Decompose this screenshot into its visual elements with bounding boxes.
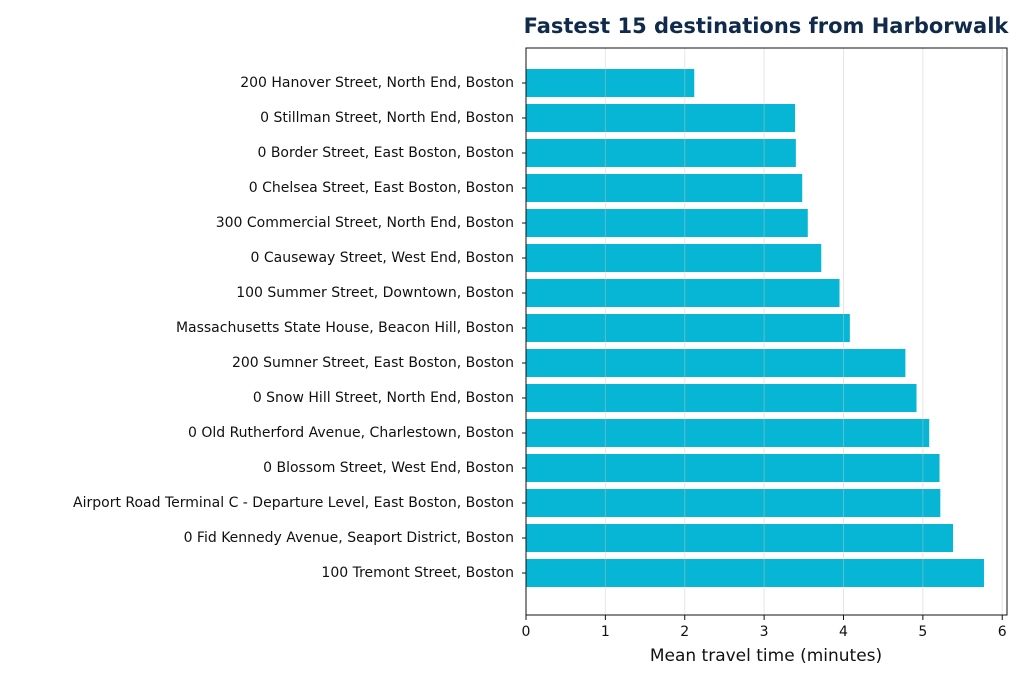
bar	[526, 209, 808, 237]
y-tick-label: Massachusetts State House, Beacon Hill, …	[176, 320, 514, 336]
bar	[526, 524, 954, 552]
y-tick-label: 0 Border Street, East Boston, Boston	[257, 145, 514, 161]
y-tick-label: 200 Hanover Street, North End, Boston	[240, 75, 514, 91]
bar	[526, 454, 940, 482]
x-tick-label: 3	[760, 624, 769, 640]
plot-frame	[525, 47, 1008, 616]
y-tick-label: 0 Fid Kennedy Avenue, Seaport District, …	[184, 530, 514, 546]
x-tick-label: 6	[998, 624, 1007, 640]
y-tick-label: 300 Commercial Street, North End, Boston	[216, 215, 514, 231]
x-axis-label: Mean travel time (minutes)	[650, 646, 882, 666]
bar	[526, 489, 941, 517]
x-tick-label: 5	[918, 624, 927, 640]
y-tick-label: 0 Blossom Street, West End, Boston	[263, 460, 514, 476]
x-tick-label: 4	[839, 624, 848, 640]
y-tick-label: 100 Summer Street, Downtown, Boston	[236, 285, 514, 301]
bar	[526, 559, 984, 587]
bar	[526, 139, 796, 167]
bar	[526, 349, 906, 377]
bar	[526, 279, 840, 307]
y-tick-label: 0 Chelsea Street, East Boston, Boston	[249, 180, 514, 196]
y-tick-label: 100 Tremont Street, Boston	[321, 565, 514, 581]
bar	[526, 384, 917, 412]
y-tick-label: 0 Snow Hill Street, North End, Boston	[253, 390, 514, 406]
y-tick-label: 0 Stillman Street, North End, Boston	[260, 110, 514, 126]
x-tick-label: 1	[601, 624, 610, 640]
bar	[526, 69, 695, 97]
bar	[526, 174, 803, 202]
bar	[526, 314, 850, 342]
y-tick-label: 200 Sumner Street, East Boston, Boston	[232, 355, 514, 371]
x-tick-label: 0	[522, 624, 531, 640]
y-tick-label: Airport Road Terminal C - Departure Leve…	[73, 495, 514, 511]
y-tick-label: 0 Old Rutherford Avenue, Charlestown, Bo…	[188, 425, 514, 441]
chart-title: Fastest 15 destinations from Harborwalk	[524, 14, 1010, 38]
bar	[526, 104, 796, 132]
bar	[526, 244, 822, 272]
x-tick-label: 2	[680, 624, 689, 640]
y-tick-label: 0 Causeway Street, West End, Boston	[251, 250, 514, 266]
bar	[526, 419, 930, 447]
